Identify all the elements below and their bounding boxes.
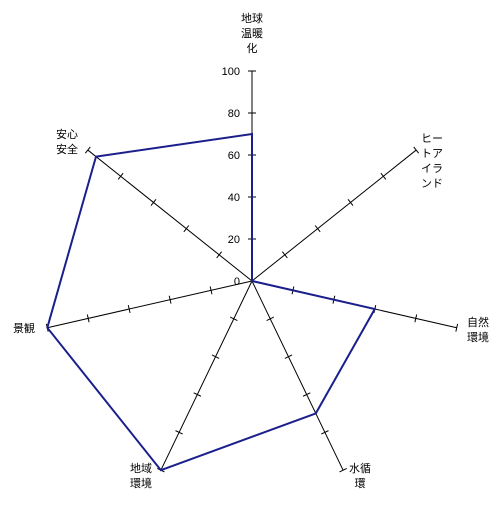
axis-tick — [347, 199, 354, 206]
axis-tick — [84, 146, 91, 154]
category-label-0: 温暖 — [241, 27, 263, 40]
axis-line-4 — [160, 280, 253, 471]
axis-line-6 — [87, 149, 253, 282]
tick-label: 80 — [228, 108, 240, 120]
axis-tick — [413, 146, 420, 154]
axis-tick — [284, 354, 293, 359]
tick-label: 0 — [234, 276, 240, 288]
radar-tick-labels: 0 20 40 60 80 100 — [222, 66, 240, 288]
axis-tick — [339, 468, 347, 473]
axis-line-1 — [251, 149, 417, 282]
category-label-4: 環境 — [130, 476, 152, 490]
category-label-1: ンド — [421, 177, 443, 190]
category-label-6: 安全 — [56, 142, 78, 156]
category-label-1: トア — [421, 147, 443, 160]
axis-tick — [216, 251, 223, 259]
category-label-1: ヒー — [421, 132, 443, 145]
category-label-2: 環境 — [467, 330, 489, 344]
axis-tick — [281, 251, 288, 259]
category-label-3: 水循 — [349, 462, 371, 475]
category-label-2: 自然 — [467, 315, 489, 329]
axis-tick — [117, 172, 124, 180]
axis-tick — [168, 295, 172, 304]
tick-label: 40 — [228, 192, 240, 204]
category-label-0: 化 — [247, 41, 258, 55]
tick-label: 100 — [222, 66, 240, 78]
axis-tick — [193, 392, 202, 397]
series-polygon — [46, 132, 377, 472]
radar-series — [46, 132, 377, 472]
axis-line-3 — [251, 280, 344, 471]
radar-ticks — [45, 70, 459, 473]
category-label-0: 地球 — [241, 11, 263, 25]
axis-tick — [380, 172, 387, 180]
category-label-6: 安心 — [56, 127, 78, 141]
axis-tick — [175, 430, 183, 435]
axis-tick — [183, 225, 190, 233]
category-label-4: 地域 — [130, 462, 152, 475]
category-label-5: 景観 — [13, 321, 35, 335]
category-label-3: 環 — [355, 477, 366, 490]
axis-tick — [414, 314, 418, 323]
tick-label: 20 — [228, 234, 240, 246]
axis-tick — [229, 316, 238, 322]
axis-tick — [86, 314, 90, 323]
axis-tick — [211, 354, 220, 359]
axis-tick — [455, 323, 459, 332]
axis-tick — [314, 225, 321, 233]
axis-tick — [321, 430, 329, 435]
category-label-1: イラ — [421, 162, 443, 175]
axis-tick — [127, 305, 131, 314]
axis-tick — [302, 392, 311, 397]
axis-tick — [266, 316, 275, 322]
tick-label: 60 — [228, 150, 240, 162]
axis-line-5 — [47, 280, 253, 329]
axis-tick — [150, 199, 157, 206]
axis-tick — [209, 286, 213, 295]
